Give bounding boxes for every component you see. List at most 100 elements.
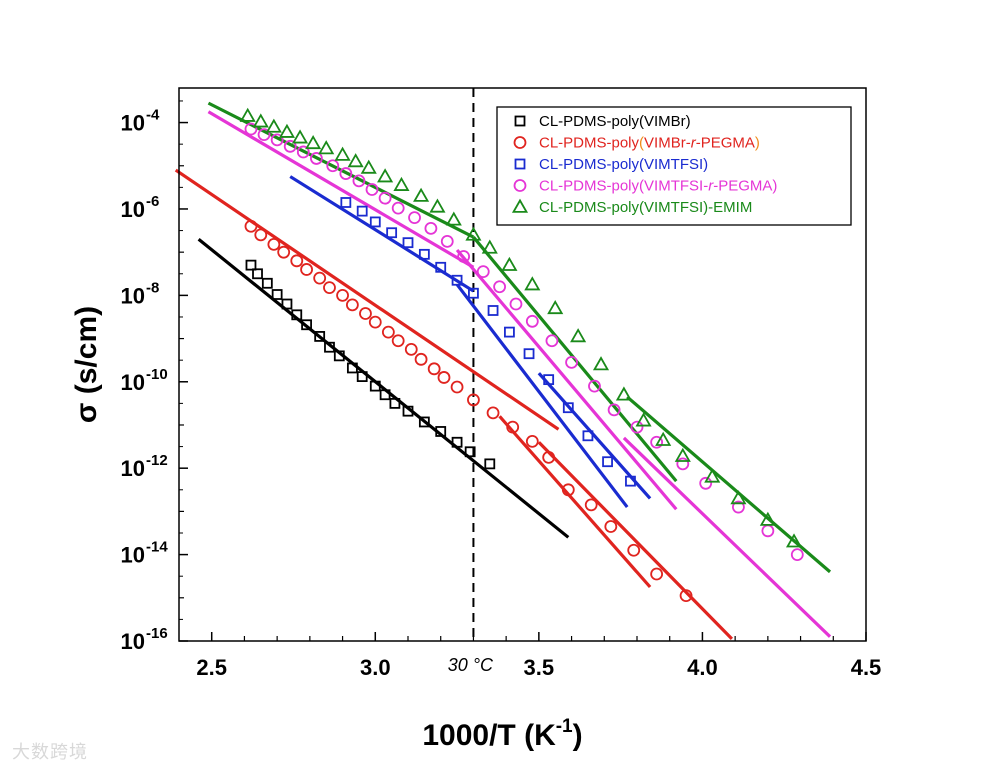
data-point — [414, 352, 428, 366]
data-point — [339, 167, 353, 180]
data-point — [291, 309, 303, 321]
data-point — [413, 187, 430, 202]
data-markers — [239, 107, 804, 603]
fit-line — [622, 436, 832, 638]
data-point — [347, 153, 364, 168]
data-point — [424, 222, 438, 235]
data-point — [602, 456, 613, 468]
data-point — [356, 371, 368, 382]
data-point — [245, 259, 257, 271]
data-point — [486, 406, 500, 420]
data-point — [674, 447, 691, 462]
legend-entry: CL-PDMS-poly(VIMTFSI)-EMIM — [539, 199, 752, 216]
data-point — [513, 179, 527, 192]
vline-label: 30 °C — [448, 655, 494, 675]
data-point — [493, 280, 507, 294]
data-point — [514, 158, 526, 170]
fit-line — [174, 168, 560, 431]
data-point — [565, 355, 578, 369]
x-tick-label: 4.0 — [687, 655, 718, 680]
data-point — [429, 198, 446, 213]
data-point — [625, 475, 636, 487]
data-point — [378, 191, 392, 205]
axes-layer — [179, 88, 867, 642]
data-point — [487, 305, 499, 316]
y-tick-label: 10 — [121, 111, 145, 136]
data-point — [759, 511, 776, 526]
data-point — [379, 389, 391, 401]
data-point — [547, 300, 564, 315]
x-axis-title: 1000/T (K-1) — [422, 716, 582, 752]
data-point — [545, 334, 559, 348]
data-point — [334, 146, 351, 161]
x-tick-label: 2.5 — [196, 655, 227, 680]
data-point — [244, 122, 258, 136]
y-tick-label: 10 — [121, 197, 145, 222]
data-point — [352, 174, 366, 188]
legend: CL-PDMS-poly(VIMBr) CL-PDMS-poly(VIMBr-r-… — [496, 106, 852, 226]
data-point — [509, 297, 523, 311]
y-axis-title: σ (s/cm) — [70, 306, 103, 423]
data-point — [291, 129, 309, 144]
data-point — [404, 342, 418, 356]
data-point — [588, 379, 601, 393]
fit-line — [626, 395, 832, 574]
legend-entry: CL-PDMS-poly(VIMBr-r-PEGMA) — [539, 135, 760, 152]
data-point — [542, 450, 556, 464]
data-point — [301, 319, 312, 331]
data-point — [402, 405, 414, 417]
fit-line — [455, 283, 629, 509]
data-point — [369, 380, 381, 392]
data-point — [345, 298, 359, 312]
data-point — [464, 446, 476, 458]
data-point — [465, 226, 482, 241]
plot-frame-rect — [178, 87, 867, 642]
data-point — [296, 145, 310, 159]
data-point — [359, 307, 372, 320]
fit-line — [537, 441, 734, 640]
data-point — [418, 248, 430, 260]
data-point — [437, 371, 451, 384]
data-point — [402, 237, 414, 249]
data-point — [318, 140, 335, 155]
data-point — [313, 271, 327, 285]
data-point — [360, 159, 377, 174]
y-tick-label: 10 — [121, 370, 145, 395]
data-point — [340, 197, 352, 208]
data-point — [584, 498, 598, 512]
data-point — [324, 341, 335, 353]
y-tick-exponent: -14 — [146, 539, 168, 556]
data-point — [484, 458, 496, 470]
data-point — [283, 139, 297, 153]
data-point — [445, 211, 462, 226]
data-point — [346, 362, 358, 374]
data-point — [790, 548, 804, 561]
data-point — [356, 205, 368, 217]
data-point — [504, 326, 515, 338]
data-point — [254, 228, 268, 242]
data-point — [239, 107, 256, 122]
data-point — [278, 123, 296, 138]
data-point — [389, 397, 401, 409]
plot-frame — [178, 87, 867, 642]
data-point — [525, 435, 539, 448]
watermark-text: 大数跨境 — [12, 742, 88, 763]
data-point — [265, 118, 282, 133]
data-point — [481, 239, 498, 254]
data-point — [252, 268, 263, 280]
data-point — [457, 250, 471, 263]
data-point — [704, 468, 721, 483]
data-point — [381, 325, 395, 339]
data-point — [543, 374, 555, 386]
x-tick-label: 4.5 — [851, 655, 882, 680]
data-point — [314, 331, 326, 342]
data-point — [391, 201, 405, 215]
data-point — [699, 476, 713, 490]
y-tick-exponent: -12 — [146, 452, 168, 469]
data-point — [468, 287, 479, 299]
data-point — [562, 402, 574, 414]
data-point — [450, 380, 464, 394]
data-point — [326, 159, 340, 173]
